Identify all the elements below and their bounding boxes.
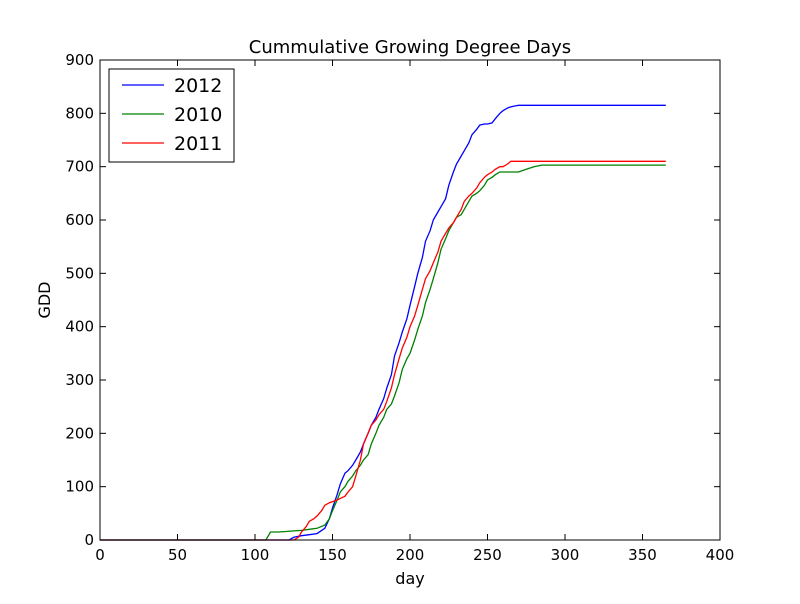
y-tick-label: 500	[65, 264, 94, 282]
y-tick-label: 800	[65, 104, 94, 122]
x-tick-label: 150	[318, 546, 347, 564]
y-tick-label: 900	[65, 51, 94, 69]
x-axis-label: day	[395, 569, 424, 588]
x-tick-label: 0	[95, 546, 105, 564]
chart-title: Cummulative Growing Degree Days	[249, 37, 571, 58]
series-line-2011	[100, 160, 666, 541]
plot-area	[100, 104, 666, 541]
x-tick-label: 100	[241, 546, 270, 564]
series-line-2012	[100, 104, 666, 541]
legend-label-2012: 2012	[174, 75, 222, 97]
x-tick-label: 300	[551, 546, 580, 564]
legend-label-2011: 2011	[174, 133, 222, 155]
y-axis: 0 100 200 300 400 500 600 700 800 900	[65, 51, 720, 549]
legend: 2012 2010 2011	[108, 68, 235, 163]
y-axis-label: GDD	[35, 281, 54, 318]
x-axis: 0 50 100 150 200 250 300 350 400	[95, 60, 734, 564]
x-tick-label: 200	[396, 546, 425, 564]
x-tick-label: 350	[628, 546, 657, 564]
x-tick-label: 400	[706, 546, 735, 564]
series-line-2010	[100, 164, 666, 541]
y-tick-label: 600	[65, 211, 94, 229]
y-tick-label: 0	[84, 531, 94, 549]
y-tick-label: 100	[65, 478, 94, 496]
legend-label-2010: 2010	[174, 104, 222, 126]
y-tick-label: 400	[65, 318, 94, 336]
x-tick-label: 250	[473, 546, 502, 564]
y-tick-label: 200	[65, 424, 94, 442]
x-tick-label: 50	[168, 546, 187, 564]
y-tick-label: 300	[65, 371, 94, 389]
y-tick-label: 700	[65, 158, 94, 176]
